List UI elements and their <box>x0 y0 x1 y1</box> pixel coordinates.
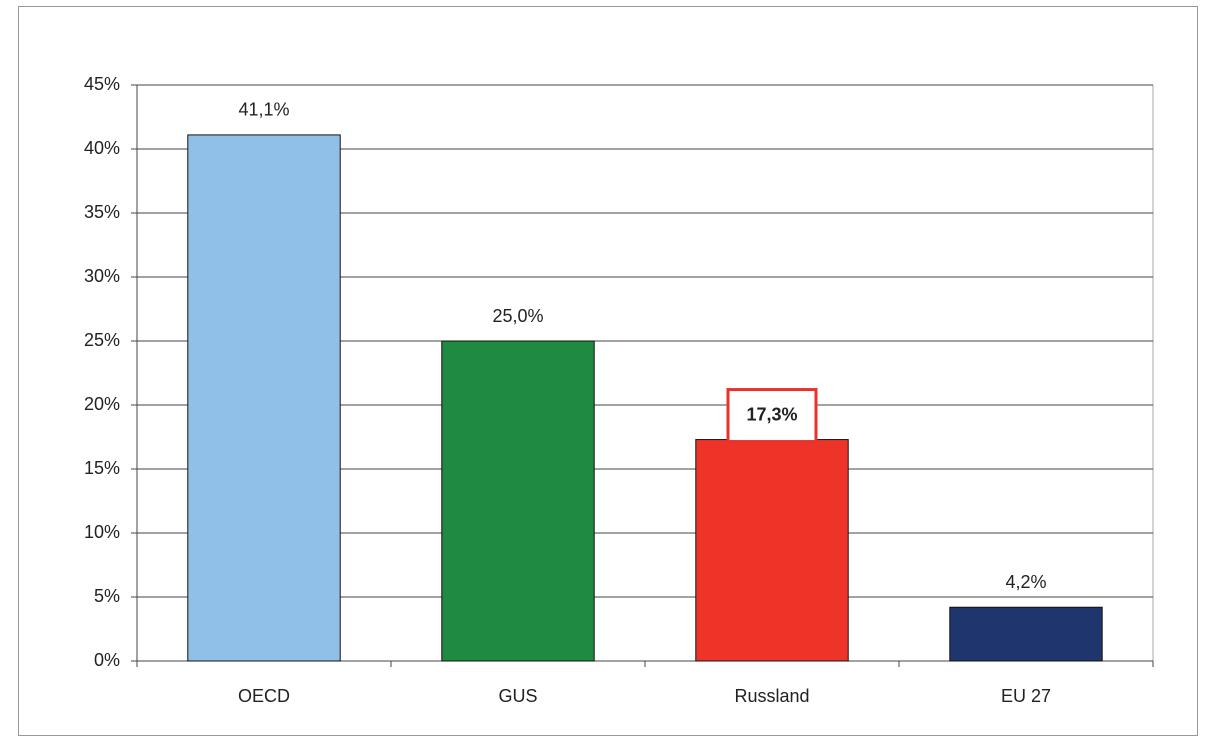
x-tick-label: EU 27 <box>1001 686 1051 706</box>
value-label: 41,1% <box>238 100 289 120</box>
bar <box>695 439 849 662</box>
x-tick-label: OECD <box>238 686 290 706</box>
x-tick-label: GUS <box>498 686 537 706</box>
value-label-bg <box>230 98 298 123</box>
y-tick-label: 5% <box>94 586 120 606</box>
y-tick-label: 15% <box>84 458 120 478</box>
y-tick-label: 25% <box>84 330 120 350</box>
y-tick-label: 30% <box>84 266 120 286</box>
y-tick-label: 0% <box>94 650 120 670</box>
bar <box>441 340 595 662</box>
value-label: 25,0% <box>492 306 543 326</box>
value-label: 4,2% <box>1005 572 1046 592</box>
value-label-bg <box>992 571 1060 596</box>
x-tick-label: Russland <box>734 686 809 706</box>
y-tick-label: 10% <box>84 522 120 542</box>
highlight-box <box>726 388 818 444</box>
chart-frame <box>18 6 1198 736</box>
bar <box>187 134 341 662</box>
y-tick-label: 40% <box>84 138 120 158</box>
y-tick-label: 35% <box>84 202 120 222</box>
value-label: 17,3% <box>746 404 797 424</box>
bar <box>949 606 1103 662</box>
value-label-bg <box>484 305 552 329</box>
y-tick-label: 45% <box>84 74 120 94</box>
y-tick-label: 20% <box>84 394 120 414</box>
